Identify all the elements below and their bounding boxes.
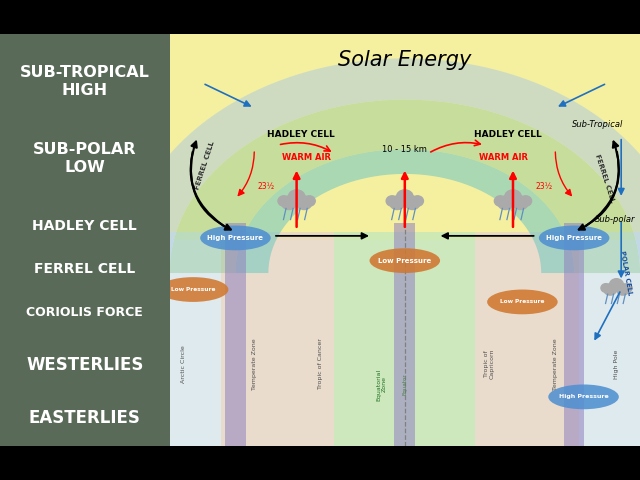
Circle shape xyxy=(303,196,316,206)
Text: 10 - 15 km: 10 - 15 km xyxy=(382,144,428,154)
Bar xyxy=(579,232,640,446)
Text: Solar Energy: Solar Energy xyxy=(338,50,472,71)
Text: WARM AIR: WARM AIR xyxy=(479,153,528,162)
Text: High Pressure: High Pressure xyxy=(546,235,602,241)
Text: EASTERLIES: EASTERLIES xyxy=(29,408,141,427)
Bar xyxy=(334,232,476,446)
Circle shape xyxy=(520,196,532,206)
Circle shape xyxy=(504,190,522,204)
Circle shape xyxy=(288,190,305,204)
Text: Low Pressure: Low Pressure xyxy=(378,258,431,264)
Circle shape xyxy=(412,196,424,206)
Circle shape xyxy=(282,196,296,210)
Circle shape xyxy=(390,196,405,210)
Text: POLAR CELL: POLAR CELL xyxy=(619,250,633,296)
Text: SUB-POLAR
LOW: SUB-POLAR LOW xyxy=(33,142,136,175)
Text: High Pressure: High Pressure xyxy=(207,235,264,241)
Circle shape xyxy=(601,284,611,292)
Polygon shape xyxy=(170,100,640,273)
Text: Low Pressure: Low Pressure xyxy=(500,300,545,304)
Text: High Pole: High Pole xyxy=(614,349,619,379)
Circle shape xyxy=(278,196,290,206)
Text: Tropic of
Capricorn: Tropic of Capricorn xyxy=(484,348,495,379)
Circle shape xyxy=(616,284,629,295)
Text: HADLEY CELL: HADLEY CELL xyxy=(268,130,335,139)
Text: FERREL CELL: FERREL CELL xyxy=(594,153,616,203)
Circle shape xyxy=(296,196,312,210)
Bar xyxy=(221,232,334,446)
Text: Sub-Tropical: Sub-Tropical xyxy=(572,120,623,129)
Text: Equatorial
Zone: Equatorial Zone xyxy=(376,369,387,400)
Circle shape xyxy=(609,279,623,291)
Circle shape xyxy=(622,284,632,292)
Ellipse shape xyxy=(487,289,557,314)
Circle shape xyxy=(405,196,420,210)
Bar xyxy=(394,224,415,446)
Bar xyxy=(170,240,640,446)
Bar xyxy=(564,224,584,446)
Text: Arctic Circle: Arctic Circle xyxy=(181,345,186,383)
Polygon shape xyxy=(123,59,640,273)
Circle shape xyxy=(494,196,506,206)
Text: High Pressure: High Pressure xyxy=(559,395,609,399)
Text: HADLEY CELL: HADLEY CELL xyxy=(33,218,137,233)
Text: Equator: Equator xyxy=(403,373,407,396)
Text: Tropic of Cancer: Tropic of Cancer xyxy=(317,338,323,389)
Circle shape xyxy=(396,190,413,204)
Text: Temperate Zone: Temperate Zone xyxy=(553,338,558,390)
Ellipse shape xyxy=(548,384,619,409)
Text: Temperate Zone: Temperate Zone xyxy=(252,338,257,390)
Bar xyxy=(225,224,246,446)
Text: HADLEY CELL: HADLEY CELL xyxy=(474,130,542,139)
Ellipse shape xyxy=(158,277,228,302)
Bar xyxy=(476,232,579,446)
Circle shape xyxy=(498,196,513,210)
Text: FERREL CELL: FERREL CELL xyxy=(194,141,216,191)
Circle shape xyxy=(604,284,616,295)
Polygon shape xyxy=(236,149,574,273)
Ellipse shape xyxy=(369,248,440,273)
Circle shape xyxy=(513,196,528,210)
Text: CORIOLIS FORCE: CORIOLIS FORCE xyxy=(26,305,143,319)
Text: SUB-TROPICAL
HIGH: SUB-TROPICAL HIGH xyxy=(20,65,150,98)
Ellipse shape xyxy=(200,226,271,251)
Text: FERREL CELL: FERREL CELL xyxy=(34,262,136,276)
Text: 23½: 23½ xyxy=(257,182,275,191)
Circle shape xyxy=(386,196,398,206)
Text: WARM AIR: WARM AIR xyxy=(282,153,330,162)
Ellipse shape xyxy=(539,226,609,251)
Text: Low Pressure: Low Pressure xyxy=(171,287,216,292)
Bar xyxy=(170,232,221,446)
Text: Sub-polar: Sub-polar xyxy=(595,215,636,224)
Text: 23½: 23½ xyxy=(535,182,552,191)
Text: WESTERLIES: WESTERLIES xyxy=(26,356,143,374)
